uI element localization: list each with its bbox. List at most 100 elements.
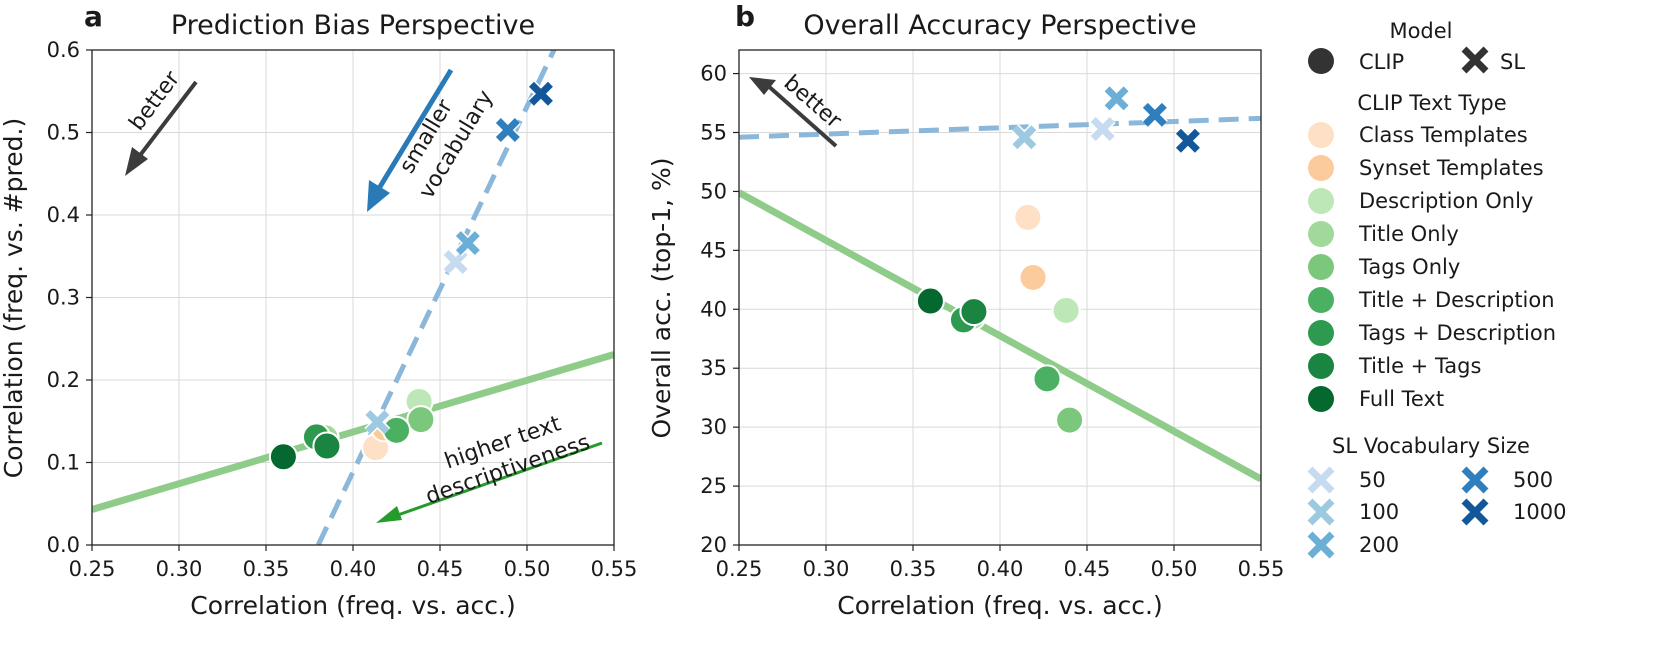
legend-sl-label: SL [1500, 50, 1525, 74]
sl-point [1141, 101, 1168, 128]
legend-sl-label: 200 [1359, 533, 1399, 557]
clip-point [312, 431, 342, 461]
panel-b-ticks: 0.25 0.30 0.35 0.40 0.45 0.50 0.55 20 25 30 35 40 45… [700, 62, 1284, 581]
y-tick-label: 25 [700, 474, 727, 498]
legend-clip-swatch [1308, 188, 1334, 214]
legend-clip-label: Full Text [1359, 387, 1444, 411]
y-tick-label: 50 [700, 179, 727, 203]
x-tick-label: 0.25 [716, 557, 763, 581]
sl-point [364, 409, 391, 436]
legend-sl-label: 500 [1513, 468, 1553, 492]
x-tick-label: 0.55 [591, 557, 638, 581]
y-tick-label: 0.5 [47, 121, 80, 145]
legend-sl-swatch [1307, 466, 1335, 494]
legend-sl-entry: 500 [1461, 466, 1553, 494]
legend-sl-swatch [1307, 531, 1335, 559]
descriptiveness-arrow-shaft [394, 441, 603, 518]
panel-a-ylabel: Correlation (freq. vs. #pred.) [0, 118, 28, 478]
clip-point [406, 405, 436, 435]
better-arrow-head [749, 77, 776, 95]
legend-clip-entry: Title + Tags [1308, 353, 1481, 379]
legend-sl-swatch [1461, 466, 1489, 494]
x-tick-label: 0.50 [504, 557, 551, 581]
panel-b-letter: b [735, 0, 755, 33]
y-tick-label: 45 [700, 238, 727, 262]
legend-model-sl: SL [1461, 46, 1525, 74]
panel-b-grid [738, 50, 1262, 546]
clip-point [1055, 405, 1085, 435]
legend-model-clip: CLIP [1308, 48, 1404, 74]
vocabulary-arrow-shaft [375, 68, 454, 192]
sl-point [1174, 127, 1201, 154]
better-arrow-shaft [136, 80, 198, 160]
panel-a-ticks: 0.25 0.30 0.35 0.40 0.45 0.50 0.55 0.0 0.1 0.2 0.3… [47, 38, 638, 581]
legend-sl-entry: 50 [1307, 466, 1386, 494]
y-tick-label: 0.2 [47, 368, 80, 392]
y-tick-label: 0.1 [47, 451, 80, 475]
y-tick-label: 0.0 [47, 533, 80, 557]
legend-clip-label: Synset Templates [1359, 156, 1544, 180]
y-tick-label: 30 [700, 415, 727, 439]
legend-sl-label: 100 [1359, 500, 1399, 524]
x-tick-label: 0.40 [330, 557, 377, 581]
y-tick-label: 0.6 [47, 38, 80, 62]
legend-clip-text-type-title: CLIP Text Type [1357, 91, 1506, 115]
panel-b-xlabel: Correlation (freq. vs. acc.) [837, 591, 1162, 620]
clip-point [268, 442, 298, 472]
legend: Model CLIP SL CLIP Text Type Class Templ… [1307, 19, 1566, 559]
legend-sl-vocab-title: SL Vocabulary Size [1332, 434, 1530, 458]
legend-sl-marker [1461, 46, 1489, 74]
x-tick-label: 0.30 [803, 557, 850, 581]
legend-sl-entries: 50 100 200 500 1000 [1307, 466, 1566, 559]
legend-sl-label: 50 [1359, 468, 1386, 492]
legend-clip-entries: Class Templates Synset Templates Descripti… [1308, 122, 1556, 412]
legend-clip-label: Title + Description [1358, 288, 1555, 312]
sl-trend-line [315, 50, 557, 545]
panel-b-points [915, 85, 1201, 435]
y-tick-label: 20 [700, 533, 727, 557]
legend-sl-label: 1000 [1513, 500, 1566, 524]
legend-sl-swatch [1461, 498, 1489, 526]
legend-clip-swatch [1308, 254, 1334, 280]
clip-point [1051, 295, 1081, 325]
y-tick-label: 40 [700, 297, 727, 321]
legend-clip-label: Class Templates [1359, 123, 1528, 147]
legend-sl-swatch [1307, 498, 1335, 526]
legend-clip-swatch [1308, 287, 1334, 313]
x-tick-label: 0.50 [1151, 557, 1198, 581]
x-tick-label: 0.55 [1238, 557, 1285, 581]
x-tick-label: 0.45 [417, 557, 464, 581]
panel-a-vocabulary-annotation: smaller vocabulary [367, 68, 498, 212]
panel-b-title: Overall Accuracy Perspective [803, 10, 1196, 41]
panel-a-letter: a [84, 0, 103, 33]
y-tick-label: 0.4 [47, 203, 80, 227]
panel-a: better smaller vocabulary higher text de… [0, 0, 637, 620]
clip-point [1032, 364, 1062, 394]
sl-point [527, 80, 554, 107]
legend-clip-entry: Title + Description [1308, 287, 1555, 313]
legend-model-title: Model [1389, 19, 1452, 43]
legend-clip-swatch [1308, 122, 1334, 148]
legend-clip-entry: Tags + Description [1308, 320, 1556, 346]
vocabulary-arrow-head [367, 180, 390, 212]
legend-clip-entry: Synset Templates [1308, 155, 1544, 181]
sl-trend-line [739, 115, 1261, 140]
descriptiveness-arrow-head [376, 506, 402, 523]
panel-a-title: Prediction Bias Perspective [171, 10, 535, 41]
clip-point [1013, 202, 1043, 232]
panel-a-trend-lines [92, 50, 614, 545]
panel-a-xlabel: Correlation (freq. vs. acc.) [190, 591, 515, 620]
sl-point [1103, 85, 1130, 112]
sl-point [494, 116, 521, 144]
panel-a-better-annotation: better [125, 66, 198, 176]
better-arrow-shaft [764, 82, 838, 148]
legend-clip-swatch [1308, 386, 1334, 412]
legend-sl-entry: 200 [1307, 531, 1399, 559]
legend-sl-entry: 1000 [1461, 498, 1566, 526]
panel-b: better 0.25 0.30 0.35 0.40 0.45 0.50 0.5520253… [647, 0, 1284, 620]
legend-clip-entry: Tags Only [1308, 254, 1460, 280]
legend-clip-entry: Full Text [1308, 386, 1444, 412]
clip-trend-line [92, 351, 614, 513]
y-tick-label: 60 [700, 62, 727, 86]
